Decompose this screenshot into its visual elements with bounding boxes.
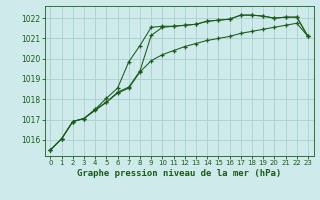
X-axis label: Graphe pression niveau de la mer (hPa): Graphe pression niveau de la mer (hPa)	[77, 169, 281, 178]
